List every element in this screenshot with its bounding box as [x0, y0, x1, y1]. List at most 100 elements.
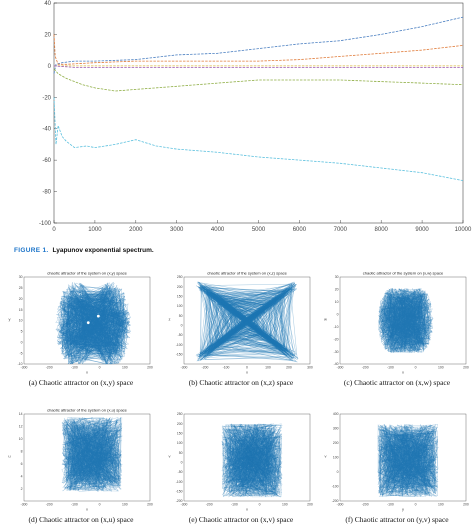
subplot-y-label: y	[9, 317, 11, 322]
subplot-y-tick: 30	[335, 275, 339, 279]
attractor-xv-chart: -300 -200 -100 0 100 200-200-150-100-50050100…	[169, 412, 313, 511]
subplot-y-tick: 250	[177, 275, 183, 279]
subplot-x-tick: -300	[181, 503, 188, 507]
panel-caption-e: (e) Chaotic attractor on (x,v) space	[188, 515, 294, 524]
attractor-xz-chart: chaotic attractor of the system on (x,z)…	[169, 271, 313, 375]
subplot-y-tick: 150	[177, 432, 183, 436]
subplot-y-label: z	[169, 317, 171, 322]
figure-1-caption: FIGURE 1. Lyapunov exponential spectrum.	[14, 247, 154, 254]
x-tick-label: 1000	[88, 227, 102, 233]
subplot-y-tick: 200	[177, 285, 183, 289]
subplot-title: chaotic attractor of the system on (x,u)…	[47, 408, 128, 413]
y-tick-label: 40	[44, 1, 51, 7]
subplot-x-tick: 100	[438, 366, 444, 370]
x-tick-label: 8000	[375, 227, 389, 233]
subplot-x-tick: -300	[181, 366, 188, 370]
lyapunov-series-6	[53, 97, 464, 181]
subplot-y-tick: 200	[177, 422, 183, 426]
subplot-x-tick: -200	[46, 366, 53, 370]
panel-caption-d: (d) Chaotic attractor on (x,u) space	[28, 515, 134, 524]
subplot-y-tick: 50	[179, 451, 183, 455]
panel-caption-f: (f) Chaotic attractor on (y,v) space	[345, 515, 449, 524]
lyapunov-spectrum-chart: 0 1000 2000 3000 4000 5000 6000 7000 8000 9000 100…	[39, 1, 472, 233]
subplot-y-label: v	[325, 454, 327, 459]
subplot-y-tick: 100	[177, 304, 183, 308]
subplot-y-tick: 10	[335, 300, 339, 304]
subplot-y-tick: -10	[18, 362, 23, 366]
panel-caption-c: (c) Chaotic attractor on (x,w) space	[343, 378, 451, 387]
subplot-x-label: x	[402, 370, 404, 375]
x-tick-label: 3000	[170, 227, 184, 233]
lyapunov-series-5	[53, 68, 464, 92]
subplot-y-tick: -20	[334, 337, 339, 341]
y-tick-label: -80	[42, 190, 51, 196]
subplot-y-tick: 14	[19, 412, 23, 416]
panel-c: chaotic attractor of the system on (x,w)…	[322, 268, 472, 388]
subplot-y-tick: 15	[19, 308, 23, 312]
subplot-x-tick: 100	[122, 503, 128, 507]
subplot-x-tick: 0	[415, 366, 417, 370]
x-tick-label: 10000	[455, 227, 472, 233]
subplot-y-tick: 2	[21, 487, 23, 491]
panel-e: -300 -200 -100 0 100 200 -200 -150 -100 -50 0 50 100…	[166, 405, 316, 525]
subplot-y-tick: 20	[19, 297, 23, 301]
x-tick-label: 9000	[415, 227, 429, 233]
attractor-trajectory	[377, 424, 439, 497]
subplot-y-tick: 12	[19, 425, 23, 429]
plot-frame	[53, 2, 464, 224]
subplot-y-tick: 400	[333, 412, 339, 416]
x-tick-label: 2000	[129, 227, 143, 233]
subplot-y-label: w	[324, 317, 327, 322]
x-tick-label: 0	[52, 227, 56, 233]
subplot-y-tick: 30	[19, 275, 23, 279]
subplot-x-tick: -100	[71, 503, 78, 507]
subplot-x-tick: -300	[21, 366, 28, 370]
subplot-y-tick: 5	[21, 330, 23, 334]
x-tick-label: 7000	[334, 227, 348, 233]
subplot-x-tick: -200	[202, 366, 209, 370]
subplot-title: chaotic attractor of the system on (x,z)…	[207, 271, 287, 276]
subplot-y-tick: -30	[334, 350, 339, 354]
lyapunov-series-1	[53, 16, 464, 74]
subplot-y-tick: 100	[177, 441, 183, 445]
subplot-x-tick: 200	[463, 366, 469, 370]
y-tick-label: -60	[42, 158, 51, 164]
subplot-y-tick: -150	[176, 353, 183, 357]
subplot-x-tick: -300	[337, 503, 344, 507]
attractor-trajectory	[195, 281, 299, 363]
subplot-y-tick: -150	[176, 490, 183, 494]
subplot-y-label: v	[169, 454, 171, 459]
y-tick-label: 20	[44, 32, 51, 38]
subplot-x-tick: 100	[122, 366, 128, 370]
attractor-trajectory	[378, 288, 434, 354]
x-tick-label: 5000	[252, 227, 266, 233]
subplot-y-tick: -200	[332, 499, 339, 503]
subplot-title: chaotic attractor of the system on (x,w)…	[363, 271, 444, 276]
subplot-x-tick: -200	[362, 366, 369, 370]
subplot-x-tick: 0	[259, 503, 261, 507]
subplot-y-tick: 6	[21, 462, 23, 466]
subplot-y-tick: 0	[21, 340, 23, 344]
subplot-y-tick: 150	[177, 295, 183, 299]
subplot-y-tick: 250	[177, 412, 183, 416]
panel-b: chaotic attractor of the system on (x,z)…	[166, 268, 316, 388]
subplot-y-tick: -100	[332, 485, 339, 489]
subplot-x-tick: -200	[46, 503, 53, 507]
lyapunov-series-2	[53, 34, 464, 65]
subplot-y-tick: -100	[176, 480, 183, 484]
subplot-x-tick: -300	[337, 366, 344, 370]
attractor-trajectory	[221, 423, 283, 498]
subplot-y-tick: 200	[333, 441, 339, 445]
lyapunov-series-4	[53, 65, 463, 68]
panel-d: chaotic attractor of the system on (x,u)…	[6, 405, 156, 525]
y-tick-label: -40	[42, 127, 51, 133]
panel-caption-a: (a) Chaotic attractor on (x,y) space	[28, 378, 134, 387]
subplot-y-tick: 0	[181, 461, 183, 465]
subplot-x-tick: 100	[438, 503, 444, 507]
subplot-x-tick: 200	[463, 503, 469, 507]
subplot-x-tick: -300	[21, 503, 28, 507]
panel-caption-b: (b) Chaotic attractor on (x,z) space	[188, 378, 294, 387]
subplot-x-tick: -200	[206, 503, 213, 507]
attractor-xw-chart: chaotic attractor of the system on (x,w)…	[324, 271, 469, 375]
subplot-x-tick: -100	[387, 503, 394, 507]
